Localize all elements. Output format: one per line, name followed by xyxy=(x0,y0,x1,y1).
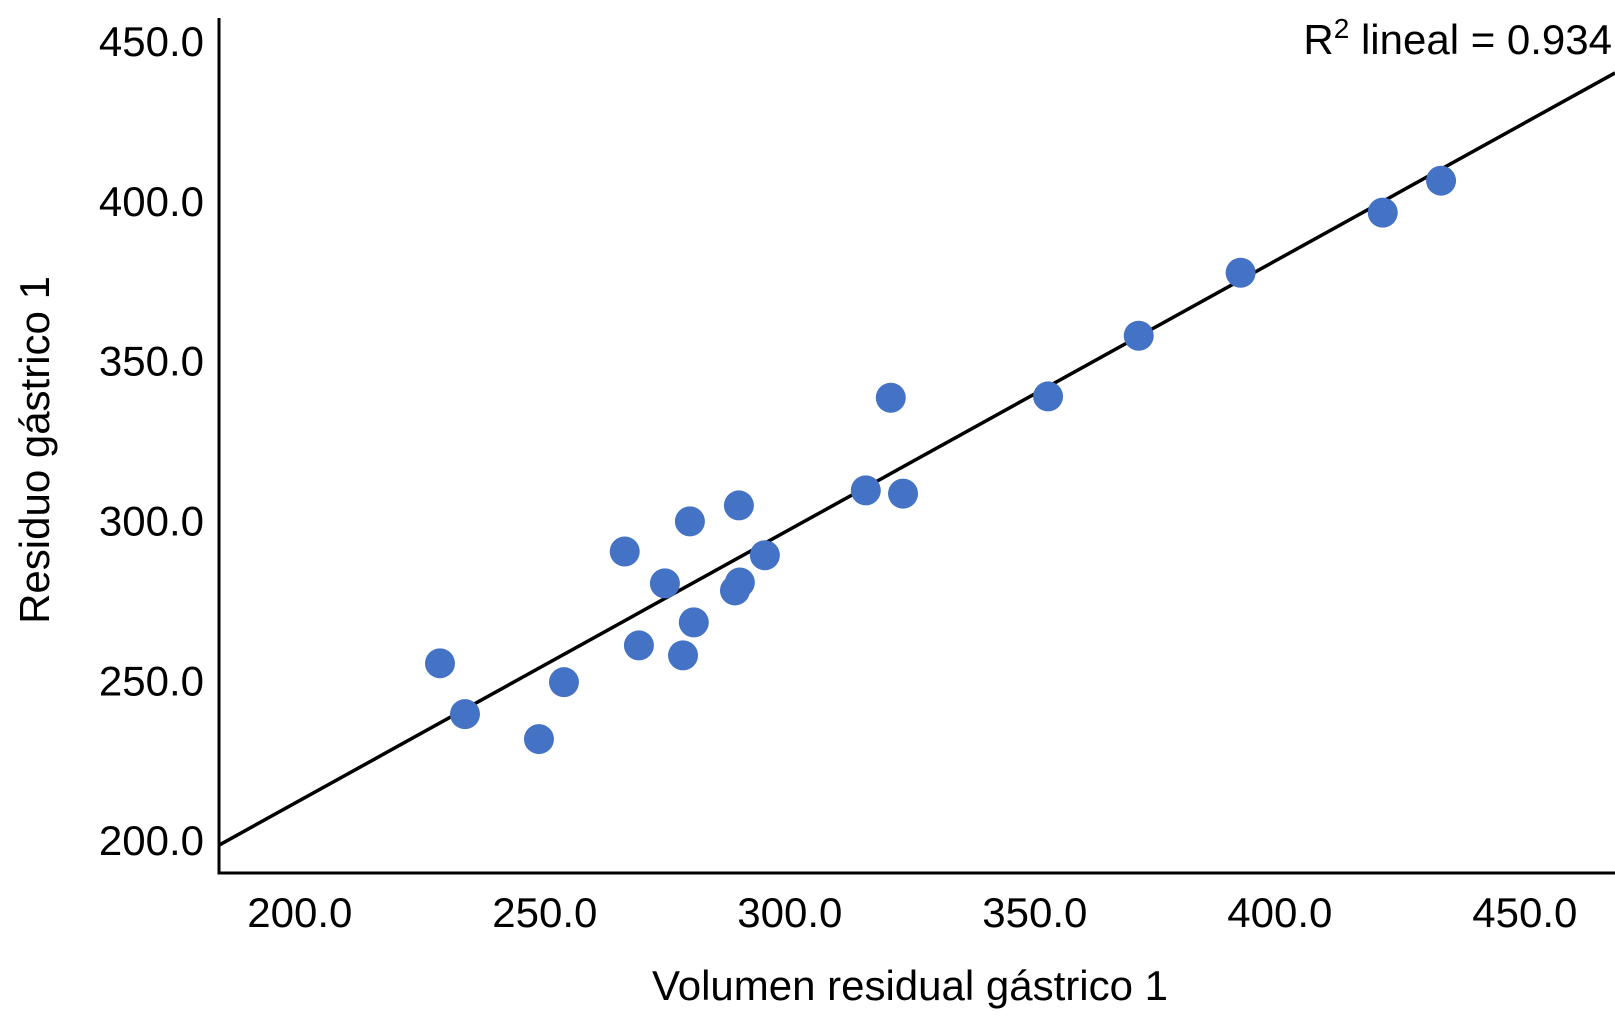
data-point xyxy=(548,667,579,698)
x-axis-title: Volumen residual gástrico 1 xyxy=(652,962,1168,1009)
x-tick-label: 350.0 xyxy=(982,889,1087,936)
y-tick-label: 450.0 xyxy=(99,18,204,65)
data-point xyxy=(1367,197,1398,228)
r-squared-superscript: 2 xyxy=(1334,13,1350,44)
data-point xyxy=(875,382,906,413)
data-point xyxy=(449,699,480,730)
y-tick-label: 200.0 xyxy=(99,817,204,864)
r-squared-base: R xyxy=(1303,16,1333,63)
data-point xyxy=(1033,381,1064,412)
data-point xyxy=(678,607,709,638)
data-point xyxy=(668,640,699,671)
x-tick-label: 450.0 xyxy=(1472,889,1577,936)
data-point xyxy=(724,567,755,598)
regression-line xyxy=(218,71,1615,847)
y-tick-label: 300.0 xyxy=(99,497,204,544)
data-point xyxy=(523,724,554,755)
data-point xyxy=(888,478,919,509)
data-point xyxy=(649,568,680,599)
data-point xyxy=(850,475,881,506)
y-tick-labels: 200.0 250.0 300.0 350.0 400.0 450.0 xyxy=(99,18,204,864)
x-tick-labels: 200.0 250.0 300.0 350.0 400.0 450.0 xyxy=(247,889,1577,936)
x-tick-label: 250.0 xyxy=(492,889,597,936)
y-tick-label: 400.0 xyxy=(99,178,204,225)
axes xyxy=(217,18,1615,875)
data-point xyxy=(749,540,780,571)
data-point xyxy=(1225,257,1256,288)
x-tick-label: 200.0 xyxy=(247,889,352,936)
data-point xyxy=(1123,320,1154,351)
data-point xyxy=(623,630,654,661)
x-tick-label: 400.0 xyxy=(1227,889,1332,936)
data-point xyxy=(674,506,705,537)
data-points xyxy=(424,165,1457,755)
data-point xyxy=(609,536,640,567)
x-tick-label: 300.0 xyxy=(737,889,842,936)
y-axis-title: Residuo gástrico 1 xyxy=(11,276,58,624)
data-point xyxy=(1426,165,1457,196)
r-squared-value: lineal = 0.934 xyxy=(1349,16,1612,63)
data-point xyxy=(723,490,754,521)
r-squared-annotation: R2 lineal = 0.934 xyxy=(1303,13,1612,63)
y-tick-label: 250.0 xyxy=(99,657,204,704)
data-point xyxy=(424,648,455,679)
y-tick-label: 350.0 xyxy=(99,338,204,385)
